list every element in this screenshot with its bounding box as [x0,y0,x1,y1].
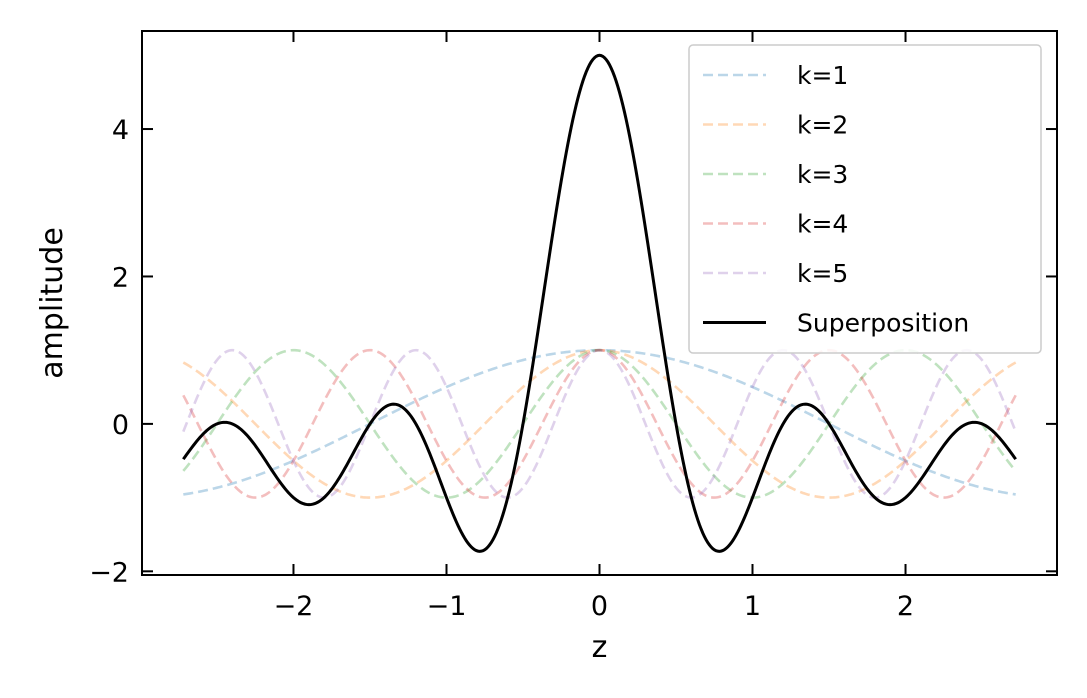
legend-label: k=4 [797,210,848,239]
legend-label: k=1 [797,61,848,90]
x-tick-label: 0 [591,591,608,622]
series-line-superposition [182,53,1017,553]
y-tick-label: 4 [112,115,129,146]
series-line-k4 [182,348,1017,499]
legend: k=1 k=2 k=3 k=4 k=5 Superposition [688,44,1042,354]
x-tick-label: −2 [274,591,314,622]
series-line-k5 [182,348,1017,499]
series-line-k3 [182,348,1017,499]
series-line-k1 [183,348,1016,496]
x-tick-label: 2 [897,591,914,622]
legend-label: k=3 [797,160,848,189]
y-tick-label: 0 [112,410,129,441]
ticks: −2 −1 0 1 2 −2 0 2 4 [89,31,1057,622]
legend-label: k=2 [797,111,848,140]
y-axis-label: amplitude [35,227,70,379]
plot-lines [182,53,1017,553]
x-tick-label: −1 [427,591,467,622]
legend-box [688,44,1042,354]
legend-label: k=5 [797,259,848,288]
x-tick-label: 1 [744,591,761,622]
x-axis-label: z [592,630,608,665]
series-line-k2 [182,348,1017,499]
y-tick-label: −2 [89,557,129,588]
y-tick-label: 2 [112,262,129,293]
legend-label: Superposition [797,309,969,338]
